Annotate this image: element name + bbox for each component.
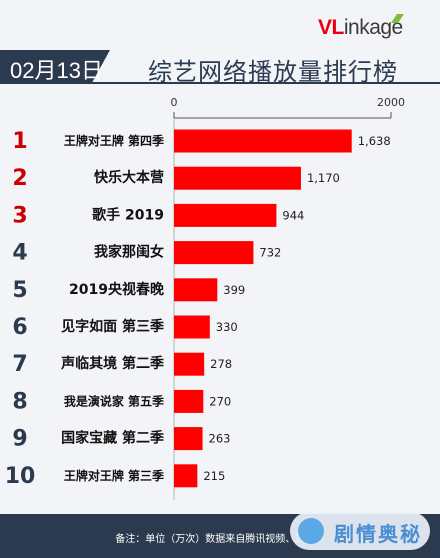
- bar-value-label: 270: [209, 394, 231, 408]
- date-badge: [0, 50, 110, 82]
- rank-number: 8: [12, 389, 27, 414]
- bar: [174, 315, 210, 339]
- category-label: 歌手 2019: [92, 206, 164, 223]
- bar-value-label: 278: [210, 357, 232, 371]
- bar-value-label: 1,170: [307, 171, 340, 185]
- bar: [174, 129, 352, 153]
- category-label: 我是演说家 第五季: [64, 393, 165, 408]
- rank-number: 4: [12, 241, 27, 266]
- category-label: 2019央视春晚: [69, 281, 164, 298]
- category-label: 我家那闺女: [94, 244, 164, 261]
- watermark: 剧情奥秘: [290, 512, 430, 550]
- bar: [174, 241, 254, 265]
- rank-number: 5: [12, 278, 27, 303]
- bar-value-label: 732: [259, 246, 281, 260]
- bar-value-label: 215: [203, 469, 225, 483]
- bar: [174, 166, 301, 190]
- rank-number: 2: [12, 166, 27, 191]
- bar: [174, 389, 204, 413]
- rank-number: 1: [12, 129, 27, 154]
- bar-value-label: 399: [223, 283, 245, 297]
- rank-number: 6: [12, 315, 27, 340]
- bar: [174, 203, 277, 227]
- watermark-icon: [298, 518, 324, 544]
- rank-number: 9: [12, 427, 27, 452]
- bar-value-label: 263: [209, 432, 231, 446]
- category-label: 王牌对王牌 第三季: [64, 468, 165, 483]
- bar: [174, 278, 218, 302]
- logo-mark-icon: [391, 14, 405, 23]
- date-label: 02月13日: [10, 58, 103, 83]
- watermark-text: 剧情奥秘: [334, 522, 422, 546]
- bar: [174, 464, 198, 488]
- bar: [174, 427, 203, 451]
- bar-value-label: 1,638: [358, 134, 391, 148]
- axis-tick-label: 2000: [377, 96, 405, 109]
- vlinkage-logo: VLinkage: [318, 14, 405, 39]
- category-label: 声临其境 第二季: [60, 355, 164, 372]
- bar-value-label: 944: [282, 208, 304, 222]
- bar-value-label: 330: [216, 320, 238, 334]
- bar-chart: 0 2000 1,638 王牌对王牌 第四季 1 1,170 快乐大本营 2 944 歌手 201…: [5, 96, 405, 500]
- page-title: 综艺网络播放量排行榜: [148, 58, 398, 86]
- category-label: 快乐大本营: [94, 169, 164, 186]
- bar: [174, 352, 205, 376]
- axis-tick-label: 0: [171, 96, 178, 109]
- rank-number: 7: [12, 352, 27, 377]
- title-underline: [0, 82, 440, 84]
- category-label: 王牌对王牌 第四季: [64, 133, 165, 148]
- rank-number: 10: [5, 464, 36, 489]
- footer-note: 备注：单位（万次）数据来自腾讯视频、搜狐...: [115, 534, 325, 545]
- category-label: 见字如面 第三季: [61, 318, 164, 335]
- rank-number: 3: [12, 203, 27, 228]
- category-label: 国家宝藏 第二季: [61, 430, 164, 447]
